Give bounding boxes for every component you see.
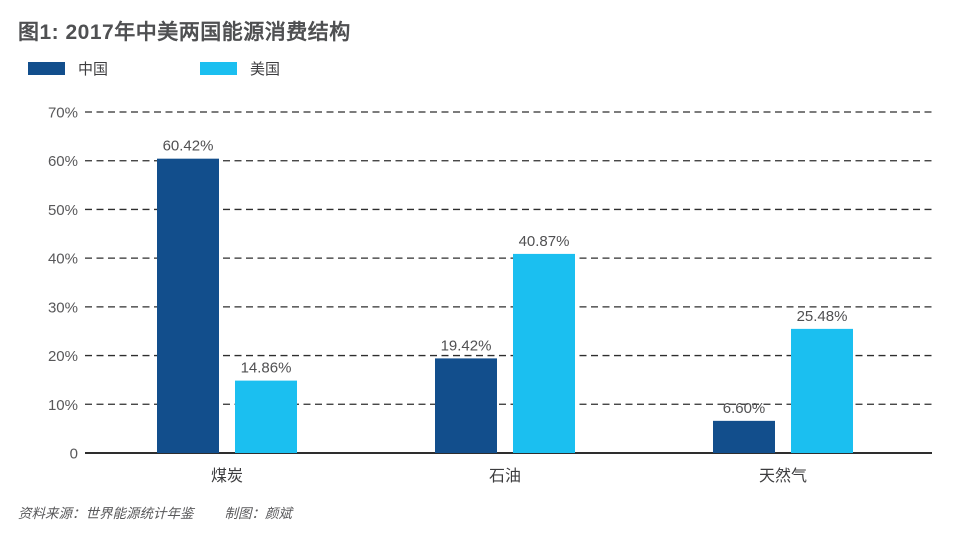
legend-item-usa: 美国	[200, 60, 281, 78]
legend-label-usa: 美国	[250, 60, 281, 78]
value-label-usa-1: 14.86%	[241, 360, 292, 377]
y-axis-tick: 40%	[48, 251, 78, 268]
bar-usa-2	[513, 253, 575, 453]
legend-item-china: 中国	[28, 60, 109, 78]
footer: 资料来源：世界能源统计年鉴 制图：颜斌	[18, 502, 292, 522]
bar-usa-1	[235, 380, 297, 453]
value-label-usa-2: 40.87%	[519, 233, 570, 250]
bar-usa-3	[791, 328, 853, 453]
category-label-2: 石油	[489, 467, 521, 485]
bar-china-3	[713, 420, 775, 453]
legend-swatch-usa	[200, 61, 237, 75]
value-label-china-1: 60.42%	[163, 138, 214, 155]
legend-swatch-china	[28, 61, 65, 75]
y-axis-tick: 0	[70, 446, 78, 463]
y-axis-tick: 50%	[48, 202, 78, 219]
value-label-china-3: 6.60%	[723, 400, 766, 417]
legend-label-china: 中国	[78, 60, 109, 78]
footer-credit: 制图：颜斌	[224, 506, 293, 521]
chart-title: 图1: 2017年中美两国能源消费结构	[18, 21, 351, 44]
category-label-1: 煤炭	[211, 467, 243, 485]
y-axis-tick: 60%	[48, 153, 78, 170]
value-label-china-2: 19.42%	[441, 337, 492, 354]
category-label-3: 天然气	[759, 467, 807, 485]
y-axis-tick: 70%	[48, 105, 78, 122]
y-axis-tick: 10%	[48, 397, 78, 414]
footer-source: 资料来源：世界能源统计年鉴	[18, 506, 194, 521]
bar-china-1	[157, 158, 219, 454]
y-axis-tick: 30%	[48, 299, 78, 316]
bar-china-2	[435, 358, 497, 453]
value-label-usa-3: 25.48%	[797, 308, 848, 325]
y-axis-tick: 20%	[48, 348, 78, 365]
